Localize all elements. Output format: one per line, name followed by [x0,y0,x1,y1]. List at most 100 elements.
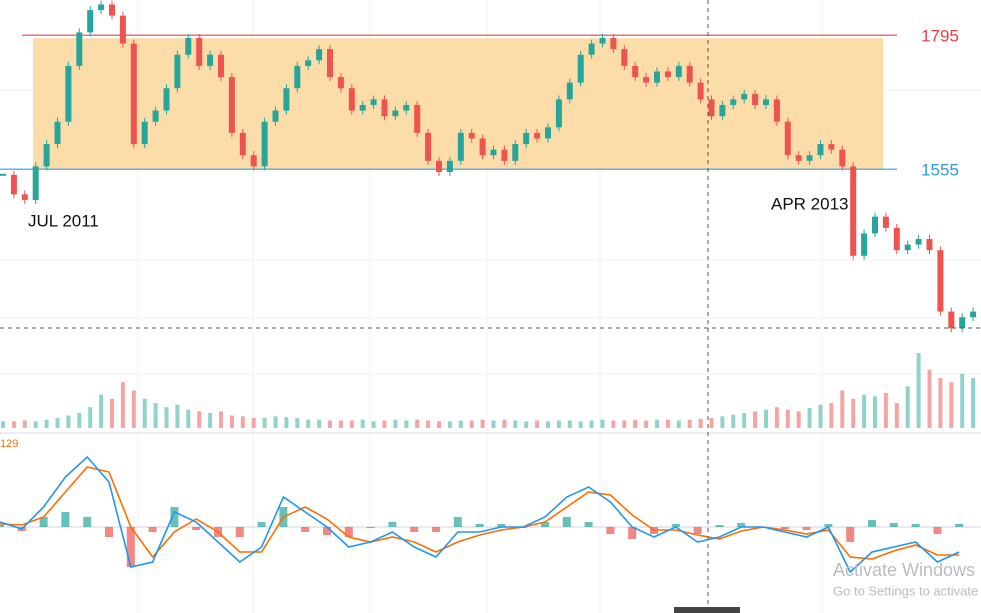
volume-bar [142,398,147,428]
candle [446,160,453,172]
candle [708,99,715,117]
volume-bar [556,420,561,428]
volume-bar [426,420,431,428]
candle [937,250,944,312]
candle [534,132,541,139]
candle [621,49,628,66]
volume-bar [371,421,376,428]
volume-bar [676,420,681,428]
histogram-bar [432,527,440,532]
volume-bar [77,413,82,428]
histogram-bar [497,524,506,527]
candle [763,99,769,105]
volume-bar [415,419,420,428]
candle [381,99,388,117]
candle [141,121,148,145]
candle [54,121,61,145]
signal-line [0,466,960,560]
volume-bar [960,373,965,428]
candle [392,110,399,117]
volume-bar [567,420,572,428]
volume-bar [284,417,289,428]
candle [752,93,759,105]
volume-bar [491,420,496,428]
candle [436,160,442,172]
candle [130,43,137,145]
volume-bar [1,421,5,428]
level-label: 1555 [921,161,959,180]
volume-bar [905,386,910,428]
candle [207,54,214,66]
volume-bar [295,418,300,428]
candle [21,194,28,200]
price-layer [0,0,977,333]
histogram-bar [802,527,811,530]
candle [773,99,780,122]
histogram-bar [388,522,397,527]
candle [196,37,203,66]
volume-bar [393,419,398,428]
candle [904,244,911,251]
volume-bar [44,419,49,428]
candle [425,132,432,161]
candle [119,15,126,44]
candle [490,149,497,156]
histogram-bar [693,527,702,534]
candle [337,77,344,89]
histogram-bar [911,524,920,527]
volume-bar [622,420,627,428]
volume-bar [262,418,267,428]
volume-bar [698,418,703,428]
histogram-bar [606,527,615,534]
histogram-bar [61,512,70,527]
candle [948,311,955,329]
histogram-bar [126,527,135,567]
histogram-bar [737,523,746,527]
volume-bar [480,419,485,428]
volume-bar [829,403,834,428]
candle [599,37,606,44]
candle [675,65,682,78]
candle [501,149,508,161]
histogram-bar [257,522,266,527]
histogram-bar [39,517,48,527]
candle [283,88,290,111]
histogram-bar [170,507,179,527]
candle [327,49,333,78]
volume-bar [240,416,245,428]
histogram-bar [541,522,549,527]
volume-bar [229,415,234,428]
volume-bar [753,411,758,428]
volume-bar [655,419,659,428]
candle [861,233,868,256]
volume-bar [502,419,507,428]
volume-bar [894,403,899,428]
candle [272,110,279,122]
candle [555,99,562,128]
volume-bar [197,411,202,428]
candle [741,93,748,100]
candle [316,49,323,61]
volume-bar [404,420,409,428]
volume-bar [949,382,954,428]
macd-line [0,455,960,574]
volume-bar [99,394,104,428]
histogram-bar [366,527,375,528]
volume-bar [883,393,888,428]
candle [250,155,257,167]
candle [76,32,83,66]
candle [87,10,94,33]
candle [32,166,39,200]
candle [632,65,639,78]
volume-bar [469,420,474,428]
volume-bar [219,411,223,428]
histogram-bar [235,527,244,537]
candle [370,99,377,105]
volume-bar [709,418,714,428]
candle [970,311,977,318]
volume-bar [600,419,605,428]
volume-bar [916,353,921,428]
candle [228,77,235,133]
histogram-bar [933,527,942,534]
macd-layer [0,455,981,574]
